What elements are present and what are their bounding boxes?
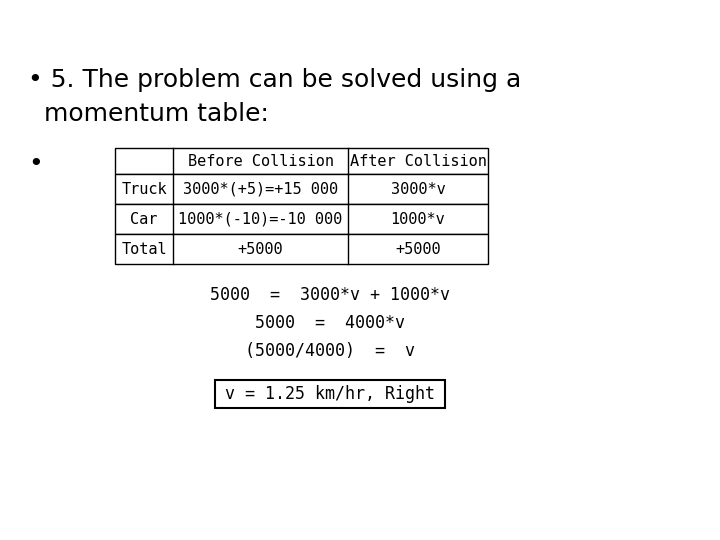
Bar xyxy=(115,148,488,174)
Text: 3000*v: 3000*v xyxy=(391,181,446,197)
Text: momentum table:: momentum table: xyxy=(28,102,269,126)
Bar xyxy=(115,234,488,264)
Bar xyxy=(115,174,488,204)
Text: • 5. The problem can be solved using a: • 5. The problem can be solved using a xyxy=(28,68,521,92)
Bar xyxy=(115,204,488,234)
Text: +5000: +5000 xyxy=(395,241,441,256)
Bar xyxy=(215,380,445,408)
Text: Total: Total xyxy=(121,241,167,256)
Text: 1000*(-10)=-10 000: 1000*(-10)=-10 000 xyxy=(179,212,343,226)
Text: Before Collision: Before Collision xyxy=(187,153,333,168)
Text: Truck: Truck xyxy=(121,181,167,197)
Text: 1000*v: 1000*v xyxy=(391,212,446,226)
Text: Car: Car xyxy=(130,212,158,226)
Text: 5000  =  4000*v: 5000 = 4000*v xyxy=(255,314,405,332)
Text: 5000  =  3000*v + 1000*v: 5000 = 3000*v + 1000*v xyxy=(210,286,450,304)
Text: (5000/4000)  =  v: (5000/4000) = v xyxy=(245,342,415,360)
Text: •: • xyxy=(28,152,42,176)
Text: After Collision: After Collision xyxy=(350,153,487,168)
Text: v = 1.25 km/hr, Right: v = 1.25 km/hr, Right xyxy=(225,385,435,403)
Text: +5000: +5000 xyxy=(238,241,283,256)
Text: 3000*(+5)=+15 000: 3000*(+5)=+15 000 xyxy=(183,181,338,197)
